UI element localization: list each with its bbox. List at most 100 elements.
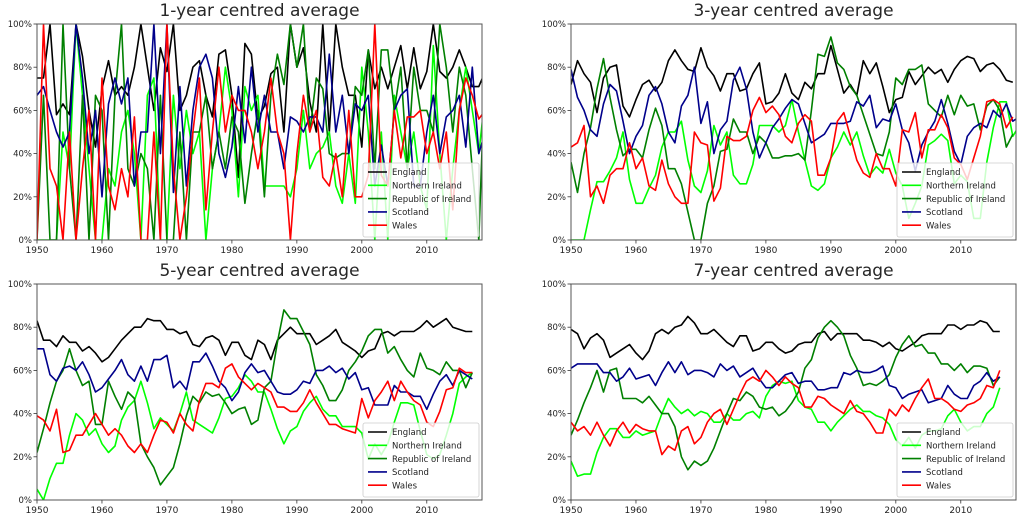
series-line-scotland xyxy=(571,361,1001,404)
series-line-republic-of-ireland xyxy=(37,309,474,486)
legend-label: Wales xyxy=(392,481,418,491)
series-line-wales xyxy=(37,24,482,240)
y-tick-label: 40% xyxy=(13,410,32,420)
x-tick-label: 1970 xyxy=(689,246,712,256)
legend: England Northern Ireland Republic of Irela… xyxy=(896,162,1014,238)
y-tick-label: 40% xyxy=(547,410,566,420)
chart-svg: 1950 1960 1970 1980 1990 2000 2010 0% 20% 40% 60% 8… xyxy=(542,280,1017,516)
x-tick-label: 2000 xyxy=(350,246,373,256)
legend-label: Scotland xyxy=(926,208,963,218)
y-tick-label: 80% xyxy=(547,323,566,333)
legend-label: Scotland xyxy=(392,208,429,218)
y-tick-label: 0% xyxy=(19,236,33,246)
axes-frame xyxy=(570,23,1017,241)
x-tick-label: 2010 xyxy=(415,506,438,516)
legend-label: Republic of Ireland xyxy=(392,195,471,205)
y-tick-label: 80% xyxy=(13,323,32,333)
series-line-england xyxy=(571,44,1014,118)
series-line-scotland xyxy=(37,24,482,198)
x-tick-label: 2010 xyxy=(415,246,438,256)
y-tick-label: 60% xyxy=(13,106,32,116)
y-tick-label: 60% xyxy=(547,106,566,116)
legend-label: Northern Ireland xyxy=(926,182,996,192)
legend-box xyxy=(896,162,1014,238)
legend-label: Republic of Ireland xyxy=(926,195,1005,205)
x-tick-label: 1950 xyxy=(26,246,49,256)
chart-title: 3-year centred average xyxy=(693,1,894,21)
legend-label: Wales xyxy=(392,221,418,231)
x-tick-label: 1960 xyxy=(91,246,114,256)
y-tick-label: 80% xyxy=(13,63,32,73)
chart-title: 5-year centred average xyxy=(159,261,360,281)
series-line-scotland xyxy=(37,348,473,411)
x-tick-label: 1960 xyxy=(91,506,114,516)
x-tick-label: 1970 xyxy=(155,506,178,516)
x-tick-label: 2010 xyxy=(949,506,972,516)
x-tick-label: 1970 xyxy=(155,246,178,256)
x-tick-label: 1950 xyxy=(560,506,583,516)
y-tick-label: 0% xyxy=(553,236,567,246)
chart-panel-3-year: 3-year centred average 1950 1960 1970 1980 1… xyxy=(512,0,1024,260)
legend-label: England xyxy=(392,428,427,438)
series-line-scotland xyxy=(571,66,1016,172)
x-tick-label: 2000 xyxy=(884,246,907,256)
x-tick-label: 1990 xyxy=(819,246,842,256)
chart-svg: 1950 1960 1970 1980 1990 2000 2010 0% 20% 40% 60% 8… xyxy=(8,20,483,256)
x-tick-label: 2000 xyxy=(884,506,907,516)
chart-title: 1-year centred average xyxy=(159,1,360,21)
y-tick-label: 40% xyxy=(13,150,32,160)
legend-label: Northern Ireland xyxy=(392,442,462,452)
series-line-republic-of-ireland xyxy=(571,319,1001,471)
y-tick-label: 100% xyxy=(8,280,32,290)
x-tick-label: 1980 xyxy=(220,506,243,516)
legend: England Northern Ireland Republic of Irela… xyxy=(362,422,480,498)
y-tick-label: 20% xyxy=(547,193,566,203)
x-tick-label: 1950 xyxy=(560,246,583,256)
series-line-wales xyxy=(571,369,1001,456)
y-tick-label: 100% xyxy=(8,20,32,30)
legend-label: England xyxy=(926,428,961,438)
series-line-wales xyxy=(37,363,473,454)
y-tick-label: 40% xyxy=(547,150,566,160)
y-tick-label: 20% xyxy=(13,193,32,203)
x-tick-label: 2010 xyxy=(949,246,972,256)
axes-frame xyxy=(570,283,1017,501)
series-line-england xyxy=(571,315,1000,361)
legend-label: Scotland xyxy=(392,468,429,478)
legend-label: Northern Ireland xyxy=(392,182,462,192)
plot-area: 1950 1960 1970 1980 1990 2000 2010 0% 20% 40% 60% 8… xyxy=(542,280,1017,516)
plot-area: 1950 1960 1970 1980 1990 2000 2010 0% 20% 40% 60% 8… xyxy=(542,20,1017,256)
legend-label: Republic of Ireland xyxy=(926,455,1005,465)
x-tick-label: 1990 xyxy=(819,506,842,516)
legend-label: England xyxy=(392,168,427,178)
x-tick-label: 1990 xyxy=(285,246,308,256)
plot-area: 1950 1960 1970 1980 1990 2000 2010 0% 20% 40% 60% 8… xyxy=(8,20,483,256)
chart-panel-1-year: 1-year centred average 1950 1960 1970 1980 1… xyxy=(0,0,512,260)
x-tick-label: 1960 xyxy=(625,246,648,256)
series-group xyxy=(571,36,1016,240)
legend-box xyxy=(362,422,480,498)
x-tick-label: 1990 xyxy=(285,506,308,516)
legend-box xyxy=(362,162,480,238)
x-tick-label: 1980 xyxy=(754,246,777,256)
legend-label: Wales xyxy=(926,481,952,491)
series-line-england xyxy=(37,317,473,363)
series-line-republic-of-ireland xyxy=(571,36,1014,240)
x-tick-label: 1980 xyxy=(220,246,243,256)
legend-label: Northern Ireland xyxy=(926,442,996,452)
y-tick-label: 20% xyxy=(547,453,566,463)
x-tick-label: 1980 xyxy=(754,506,777,516)
legend-box xyxy=(896,422,1014,498)
legend-label: England xyxy=(926,168,961,178)
series-group xyxy=(37,24,482,240)
y-tick-label: 0% xyxy=(553,496,567,506)
y-tick-label: 60% xyxy=(13,366,32,376)
legend: England Northern Ireland Republic of Irela… xyxy=(362,162,480,238)
legend: England Northern Ireland Republic of Irela… xyxy=(896,422,1014,498)
plot-area: 1950 1960 1970 1980 1990 2000 2010 0% 20% 40% 60% 8… xyxy=(8,280,483,516)
legend-label: Scotland xyxy=(926,468,963,478)
y-tick-label: 80% xyxy=(547,63,566,73)
x-tick-label: 1970 xyxy=(689,506,712,516)
chart-svg: 1950 1960 1970 1980 1990 2000 2010 0% 20% 40% 60% 8… xyxy=(8,280,483,516)
legend-label: Republic of Ireland xyxy=(392,455,471,465)
